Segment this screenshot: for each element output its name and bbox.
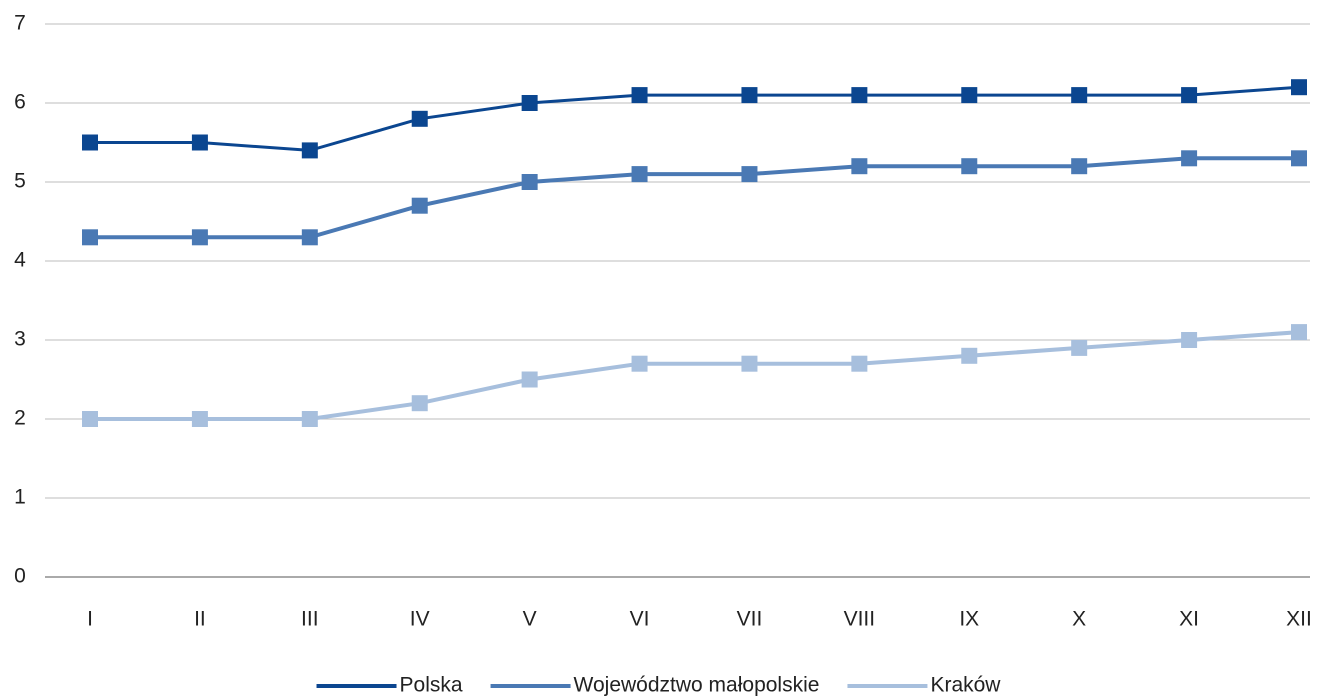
marker	[851, 355, 868, 372]
marker	[1181, 87, 1198, 104]
marker	[851, 87, 868, 104]
marker	[741, 355, 758, 372]
marker	[1181, 150, 1198, 167]
marker	[961, 158, 978, 175]
marker	[301, 411, 318, 427]
y-tick-label: 3	[14, 328, 26, 351]
legend-label: Polska	[400, 674, 463, 697]
x-tick-label: VI	[630, 608, 650, 631]
x-tick-label: III	[301, 608, 319, 631]
marker	[631, 166, 648, 183]
x-tick-label: XI	[1179, 608, 1199, 631]
marker	[631, 87, 648, 104]
marker	[1071, 87, 1088, 104]
marker	[82, 411, 98, 427]
marker	[741, 166, 758, 183]
marker	[411, 110, 428, 127]
marker	[1071, 158, 1088, 175]
marker	[521, 95, 538, 111]
x-tick-label: I	[87, 608, 93, 631]
marker	[82, 229, 98, 246]
marker	[1291, 79, 1307, 96]
y-tick-label: 6	[14, 91, 26, 114]
marker	[1071, 339, 1088, 356]
marker	[1181, 332, 1198, 348]
y-tick-label: 5	[14, 170, 26, 193]
x-tick-label: XII	[1286, 608, 1312, 631]
y-tick-label: 4	[14, 249, 26, 272]
marker	[191, 134, 208, 151]
marker	[411, 395, 428, 412]
marker	[1291, 150, 1307, 167]
x-tick-label: VII	[737, 608, 763, 631]
marker	[191, 411, 208, 427]
marker	[961, 347, 978, 364]
y-tick-label: 0	[14, 565, 26, 588]
x-tick-label: VIII	[844, 608, 876, 631]
marker	[741, 87, 758, 104]
series-line	[90, 156, 1299, 240]
marker	[631, 355, 648, 372]
x-tick-label: IV	[410, 608, 430, 631]
marker	[521, 174, 538, 190]
marker	[961, 87, 978, 104]
marker	[301, 142, 318, 159]
y-tick-label: 2	[14, 407, 26, 430]
x-tick-label: IX	[959, 608, 979, 631]
y-tick-label: 7	[14, 12, 26, 35]
series-line	[90, 85, 1300, 152]
marker	[411, 197, 428, 214]
marker	[851, 158, 868, 175]
y-tick-label: 1	[14, 486, 26, 509]
marker	[191, 229, 208, 246]
series-line	[90, 330, 1300, 421]
legend-label: Województwo małopolskie	[574, 674, 820, 697]
marker	[521, 371, 538, 388]
x-tick-label: II	[194, 608, 206, 631]
marker	[1291, 324, 1307, 341]
x-tick-label: X	[1072, 608, 1086, 631]
x-tick-label: V	[523, 608, 537, 631]
marker	[82, 134, 98, 151]
marker	[301, 229, 318, 246]
legend-label: Kraków	[930, 674, 1001, 697]
